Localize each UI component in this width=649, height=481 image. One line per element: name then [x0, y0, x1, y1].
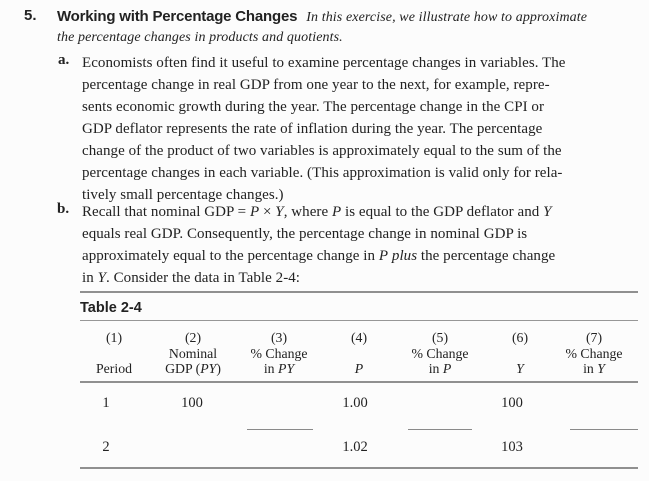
cell-y-row1: 100: [501, 395, 523, 411]
item-a-line: Economists often find it useful to exami…: [82, 55, 566, 71]
col-label-mid: % Change: [250, 345, 308, 361]
item-b-line: Recall that nominal GDP = P × Y, where P…: [82, 204, 552, 220]
table-header-pct-change-p: (5) % Change in P: [411, 330, 468, 377]
col-label-mid: Nominal: [168, 345, 218, 361]
col-label: GDP (PY): [165, 361, 221, 376]
table-header-pct-change-y: (7) % Change in Y: [565, 330, 622, 377]
item-a-line: GDP deflator represents the rate of infl…: [82, 121, 543, 137]
col-label-mid: [351, 346, 367, 362]
table-header-p: (4) P: [351, 330, 367, 377]
item-a-line: tively small percentage changes.): [82, 187, 284, 203]
table-2-4: Table 2-4 (1) Period (2) Nominal GDP (PY…: [80, 285, 638, 477]
col-number: (3): [270, 330, 288, 345]
col-number: (2): [184, 330, 202, 345]
col-label: Period: [95, 361, 133, 376]
col-number: (5): [431, 330, 449, 345]
fill-blank-pct-change-y: [570, 429, 638, 430]
col-number: (6): [511, 330, 529, 345]
item-b-line: in Y. Consider the data in Table 2-4:: [82, 270, 301, 286]
cell-p-row1: 1.00: [342, 395, 368, 411]
item-b-text: Recall that nominal GDP = P × Y, where P…: [82, 201, 555, 289]
table-bottom-rule: [80, 467, 638, 469]
table-header-nominal-gdp: (2) Nominal GDP (PY): [165, 330, 221, 377]
fill-blank-pct-change-py: [247, 429, 313, 430]
table-header-rule: [80, 381, 638, 383]
item-b-line: approximately equal to the percentage ch…: [82, 248, 556, 264]
table-header-pct-change-py: (3) % Change in PY: [250, 330, 307, 377]
exercise-title: Working with Percentage Changes: [57, 8, 298, 25]
table-header-y: (6) Y: [512, 330, 528, 377]
col-number: (7): [585, 330, 603, 345]
col-number: (1): [105, 330, 123, 345]
exercise-number: 5.: [24, 7, 37, 24]
col-label-mid: % Change: [411, 345, 469, 361]
item-a-text: Economists often find it useful to exami…: [82, 52, 566, 206]
col-number: (4): [350, 330, 368, 345]
cell-p-row2: 1.02: [342, 439, 368, 455]
item-a-line: percentage change in real GDP from one y…: [82, 77, 550, 93]
col-label: in PY: [263, 361, 295, 376]
cell-period-row2: 2: [102, 439, 110, 455]
cell-nominal-gdp-row1: 100: [181, 395, 203, 411]
col-label-mid: [96, 346, 132, 362]
item-a-line: change of the product of two variables i…: [82, 143, 562, 159]
cell-y-row2: 103: [501, 439, 523, 455]
table-top-rule: [80, 291, 638, 293]
table-header-period: (1) Period: [96, 330, 132, 377]
col-label: in P: [428, 361, 452, 376]
item-a-label: a.: [58, 52, 70, 68]
col-label: P: [354, 361, 364, 376]
table-title: Table 2-4: [80, 300, 142, 316]
exercise-heading: Working with Percentage Changes In this e…: [57, 7, 645, 47]
item-b-line: equals real GDP. Consequently, the perce…: [82, 226, 528, 242]
col-label-mid: [512, 346, 528, 362]
item-a-line: percentage changes in each variable. (Th…: [82, 165, 563, 181]
col-label: in Y: [583, 361, 605, 376]
exercise-intro-line-1: In this exercise, we illustrate how to a…: [306, 10, 588, 25]
fill-blank-pct-change-p: [408, 429, 472, 430]
col-label: Y: [516, 361, 524, 376]
col-label-mid: % Change: [565, 345, 623, 361]
item-a-line: sents economic growth during the year. T…: [82, 99, 545, 115]
exercise-intro-line-2: the percentage changes in products and q…: [57, 30, 343, 45]
cell-period-row1: 1: [102, 395, 110, 411]
item-b-label: b.: [57, 201, 70, 217]
table-title-rule: [80, 320, 638, 321]
